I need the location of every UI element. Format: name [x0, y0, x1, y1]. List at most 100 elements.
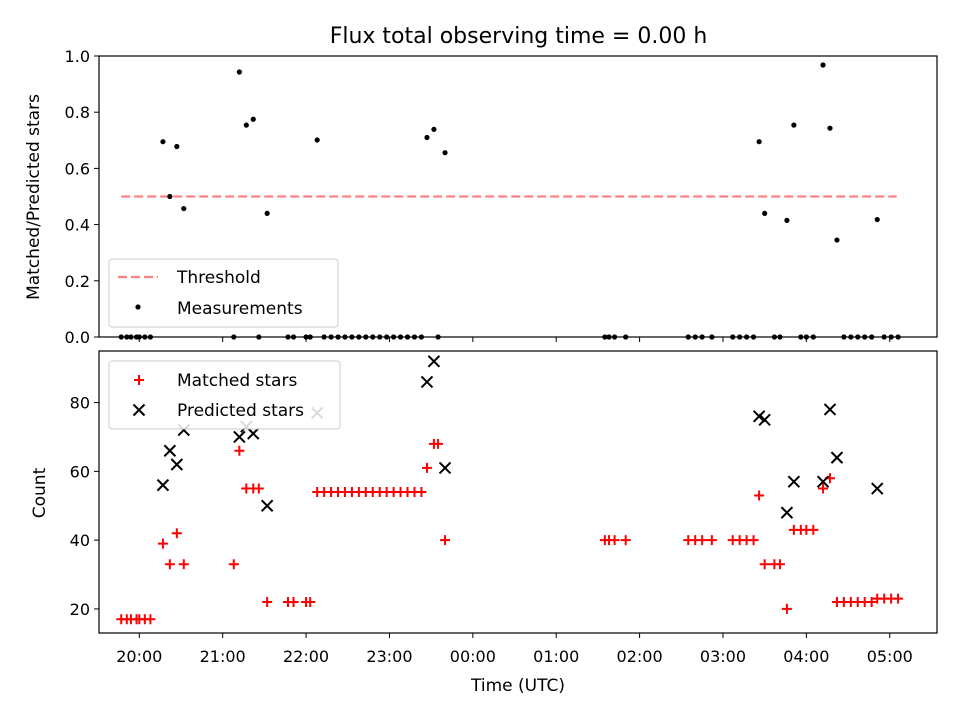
measurement-point	[290, 334, 297, 340]
measurement-point	[231, 334, 237, 340]
measurement-point	[128, 334, 134, 340]
matched-star-point	[774, 559, 785, 570]
measurement-point	[611, 334, 618, 340]
bottom-x-tick-label: 01:00	[533, 647, 579, 666]
bottom-x-tick-label: 20:00	[116, 647, 162, 666]
matched-legend-swatch	[134, 375, 144, 385]
measurement-point	[335, 334, 341, 340]
measurement-point	[895, 334, 901, 340]
bottom-y-tick-label: 60	[70, 462, 90, 481]
measurement-point	[744, 334, 750, 340]
matched-star-point	[288, 597, 299, 608]
measurement-point	[314, 137, 320, 143]
measurement-point	[810, 334, 816, 340]
bottom-x-tick-label: 05:00	[867, 647, 913, 666]
measurement-point	[737, 334, 743, 340]
predicted-star-point	[787, 475, 801, 488]
measurement-point	[236, 69, 242, 75]
measurement-point	[803, 334, 809, 340]
measurement-point	[750, 334, 757, 340]
top-plot-frame	[98, 55, 938, 338]
measurement-point	[869, 334, 875, 340]
measurement-point	[888, 334, 894, 340]
predicted-star-point	[420, 375, 434, 389]
predicted-star-point	[170, 458, 184, 471]
matched-star-point	[440, 535, 451, 546]
measurement-point	[855, 334, 861, 340]
measurement-point	[377, 334, 383, 340]
matched-legend-label: Matched stars	[177, 371, 297, 391]
measurement-point	[285, 334, 291, 340]
measurement-point	[424, 134, 430, 141]
bottom-plot: 20 40 60 80 20:00 21:00 22:00 23:00 00:00 01:00 02…	[70, 350, 938, 666]
predicted-star-point	[780, 506, 794, 519]
bottom-x-tick-label: 21:00	[200, 647, 246, 666]
predicted-star-point	[233, 430, 246, 444]
predicted-star-point	[752, 410, 766, 423]
measurement-point	[118, 334, 124, 340]
top-y-tick-label: 0.8	[65, 103, 90, 122]
measurement-point	[606, 334, 612, 340]
bottom-y-axis-label: Count	[30, 467, 50, 518]
bottom-legend-box	[108, 360, 341, 430]
measurement-point	[602, 334, 608, 340]
measurement-point	[160, 139, 166, 145]
measurement-point	[692, 334, 698, 340]
top-y-tick-label: 0.2	[65, 272, 90, 291]
matched-star-point	[416, 487, 427, 497]
matched-star-point	[818, 483, 829, 494]
matched-star-point	[754, 490, 765, 501]
measurement-point	[777, 334, 783, 340]
matched-star-point	[893, 593, 904, 604]
measurement-point	[264, 210, 270, 216]
measurement-point	[699, 334, 705, 340]
predicted-star-point	[823, 403, 837, 416]
measurement-point	[243, 122, 249, 128]
top-y-tick-label: 0.6	[65, 159, 90, 178]
measurement-point	[167, 193, 173, 200]
bottom-x-tick-label: 04:00	[783, 647, 829, 666]
matched-star-point	[620, 535, 631, 546]
measurement-point	[328, 334, 334, 340]
measurement-point	[384, 334, 390, 340]
matched-star-point	[164, 559, 175, 570]
matched-star-point	[157, 538, 168, 549]
measurement-point	[442, 150, 448, 156]
predicted-star-point	[830, 451, 844, 464]
bottom-x-tick-label: 02:00	[617, 647, 663, 666]
bottom-x-tick-label: 23:00	[366, 647, 412, 666]
top-y-tick-label: 1.0	[65, 47, 90, 66]
predicted-star-point	[758, 413, 771, 426]
measurement-point	[174, 143, 180, 150]
matched-star-point	[234, 445, 245, 456]
measurement-point	[342, 334, 348, 340]
x-axis-label: Time (UTC)	[470, 676, 565, 696]
predicted-star-point	[247, 427, 260, 440]
measurement-point	[791, 122, 797, 128]
measurement-point	[848, 334, 854, 340]
bottom-y-tick-label: 20	[70, 600, 90, 619]
predicted-star-point	[156, 478, 170, 492]
measurement-point	[623, 334, 629, 340]
bottom-x-tick-label: 03:00	[700, 647, 746, 666]
measurement-point	[142, 334, 148, 340]
matched-star-point	[145, 614, 156, 625]
matched-star-point	[171, 528, 182, 539]
measurement-point	[181, 205, 187, 212]
measurement-point	[435, 334, 441, 340]
top-y-tick-label: 0.4	[65, 216, 90, 235]
measurement-point	[356, 334, 362, 340]
measurement-point	[147, 334, 154, 340]
matched-star-point	[433, 438, 444, 449]
matched-star-point	[759, 559, 770, 570]
predicted-star-point	[816, 475, 830, 488]
predicted-star-point	[260, 499, 274, 512]
bottom-plot-frame	[98, 350, 938, 634]
measurement-point	[820, 62, 826, 68]
bottom-y-tick-label: 40	[70, 531, 90, 550]
threshold-legend-label: Threshold	[176, 268, 261, 288]
measurement-point	[862, 334, 868, 340]
measurement-point	[397, 334, 404, 340]
top-y-tick-label: 0.0	[65, 328, 90, 347]
